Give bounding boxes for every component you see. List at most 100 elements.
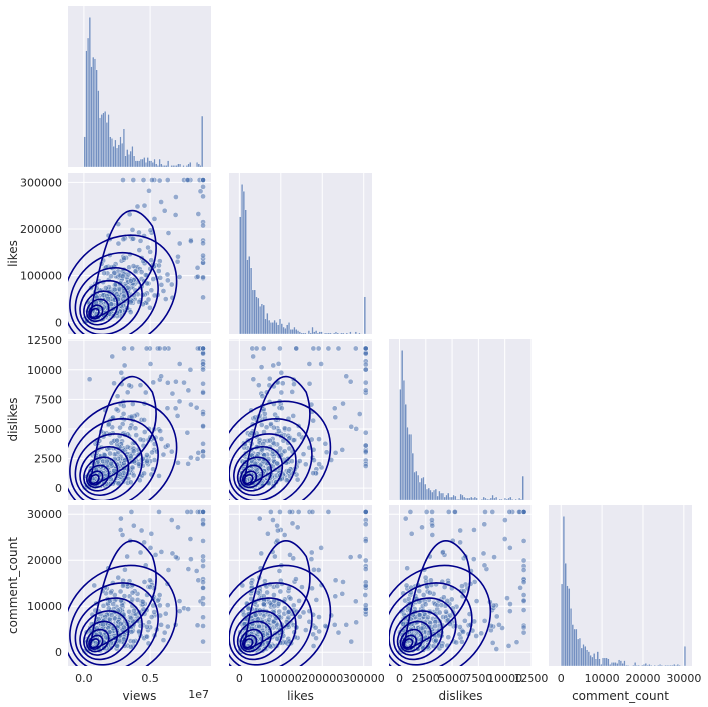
scatter-point (168, 448, 175, 455)
scatter-point (121, 593, 128, 599)
scatter-point (276, 568, 283, 574)
scatter-point (263, 424, 270, 431)
scatter-point (124, 553, 130, 560)
scatter-point (108, 589, 114, 596)
panel-comment_count-vs-likes: 0 100000 200000 300000 (229, 505, 385, 685)
scatter-point (258, 364, 265, 370)
hist-bar (424, 483, 427, 501)
hist-bar (498, 498, 501, 501)
hist-bar (427, 487, 430, 501)
hist-bar (114, 139, 117, 168)
scatter-point (362, 350, 369, 357)
kde-contour (86, 628, 110, 653)
kde-contour-outer (89, 375, 157, 485)
scatter-point (158, 549, 165, 555)
kde-contour (68, 234, 178, 334)
scatter-point (256, 382, 262, 388)
scatter-point (118, 515, 124, 522)
scatter-point (188, 238, 194, 244)
scatter-point (300, 451, 307, 457)
scatter-point (149, 449, 155, 456)
scatter-point (172, 212, 179, 218)
scatter-point (200, 350, 206, 357)
hist-bar (325, 332, 329, 335)
scatter-point (119, 532, 126, 538)
scatter-point (158, 373, 164, 380)
scatter-point (302, 461, 309, 468)
hist-bar (311, 326, 314, 335)
scatter-point (156, 345, 163, 352)
kde-contour-outer (89, 209, 157, 319)
scatter-points (229, 345, 369, 500)
scatter-point (185, 387, 192, 394)
hist-bar (134, 160, 137, 168)
scatter-point (142, 389, 149, 396)
scatter-point (121, 345, 127, 352)
scatter-point (200, 453, 206, 459)
scatter-point (335, 345, 342, 352)
scatter-point (332, 593, 339, 600)
scatter-point (185, 461, 191, 467)
scatter-point (290, 602, 297, 609)
scatter-point (184, 177, 191, 183)
scatter-point (105, 295, 112, 302)
hist-bar (487, 498, 491, 501)
kde-contour (236, 456, 273, 492)
hist-bar (133, 155, 136, 168)
hist-bar (87, 37, 90, 168)
y-tick-label: 100000 (20, 270, 62, 283)
hist-bar (102, 112, 105, 168)
scatter-point (323, 449, 330, 456)
scatter-point (140, 177, 147, 183)
hist-bar (438, 490, 441, 501)
scatter-point (164, 405, 171, 412)
hist-bar (116, 147, 119, 168)
scatter-point (151, 216, 158, 222)
scatter-point (200, 252, 206, 259)
hist-bar (85, 50, 88, 168)
scatter-point (176, 398, 183, 405)
scatter-point (200, 389, 206, 396)
hist-bar (402, 380, 405, 501)
kde-contour (69, 417, 159, 500)
kde-contour (74, 433, 143, 500)
hist-bar (354, 331, 357, 335)
scatter-point (124, 389, 131, 396)
scatter-point (274, 460, 280, 467)
scatter-point (260, 345, 267, 352)
scatter-point (315, 567, 322, 573)
hist-bar (415, 470, 418, 501)
scatter-point (120, 583, 126, 589)
scatter-point (278, 389, 285, 396)
scatter-point (256, 515, 263, 522)
x-tick-label: 0.5 (141, 672, 159, 685)
scatter-point (188, 556, 194, 562)
scatter-point (129, 596, 136, 603)
hist-bar (179, 163, 182, 168)
scatter-point (362, 429, 369, 436)
hist-bar (175, 165, 178, 168)
hist-bar (248, 256, 251, 335)
scatter-point (200, 411, 206, 417)
hist-bar (316, 332, 319, 335)
scatter-point (165, 379, 171, 386)
hist-bar (99, 117, 102, 168)
scatter-point (164, 602, 171, 608)
scatter-point (315, 345, 322, 352)
hist-bar (334, 331, 338, 335)
hist-bar (90, 66, 93, 168)
scatter-point (279, 405, 285, 412)
scatter-point (275, 361, 282, 367)
hist-bar (262, 304, 265, 335)
scatter-point (200, 440, 206, 447)
scatter-point (154, 597, 161, 604)
hist-bar (277, 324, 280, 335)
scatter-point (161, 629, 168, 636)
scatter-point (340, 400, 346, 407)
kde-contour (68, 400, 178, 500)
hist-bar (417, 474, 420, 501)
scatter-point (200, 361, 206, 367)
scatter-point (128, 509, 135, 515)
kde-contour (229, 433, 297, 500)
scatter-point (147, 304, 153, 311)
